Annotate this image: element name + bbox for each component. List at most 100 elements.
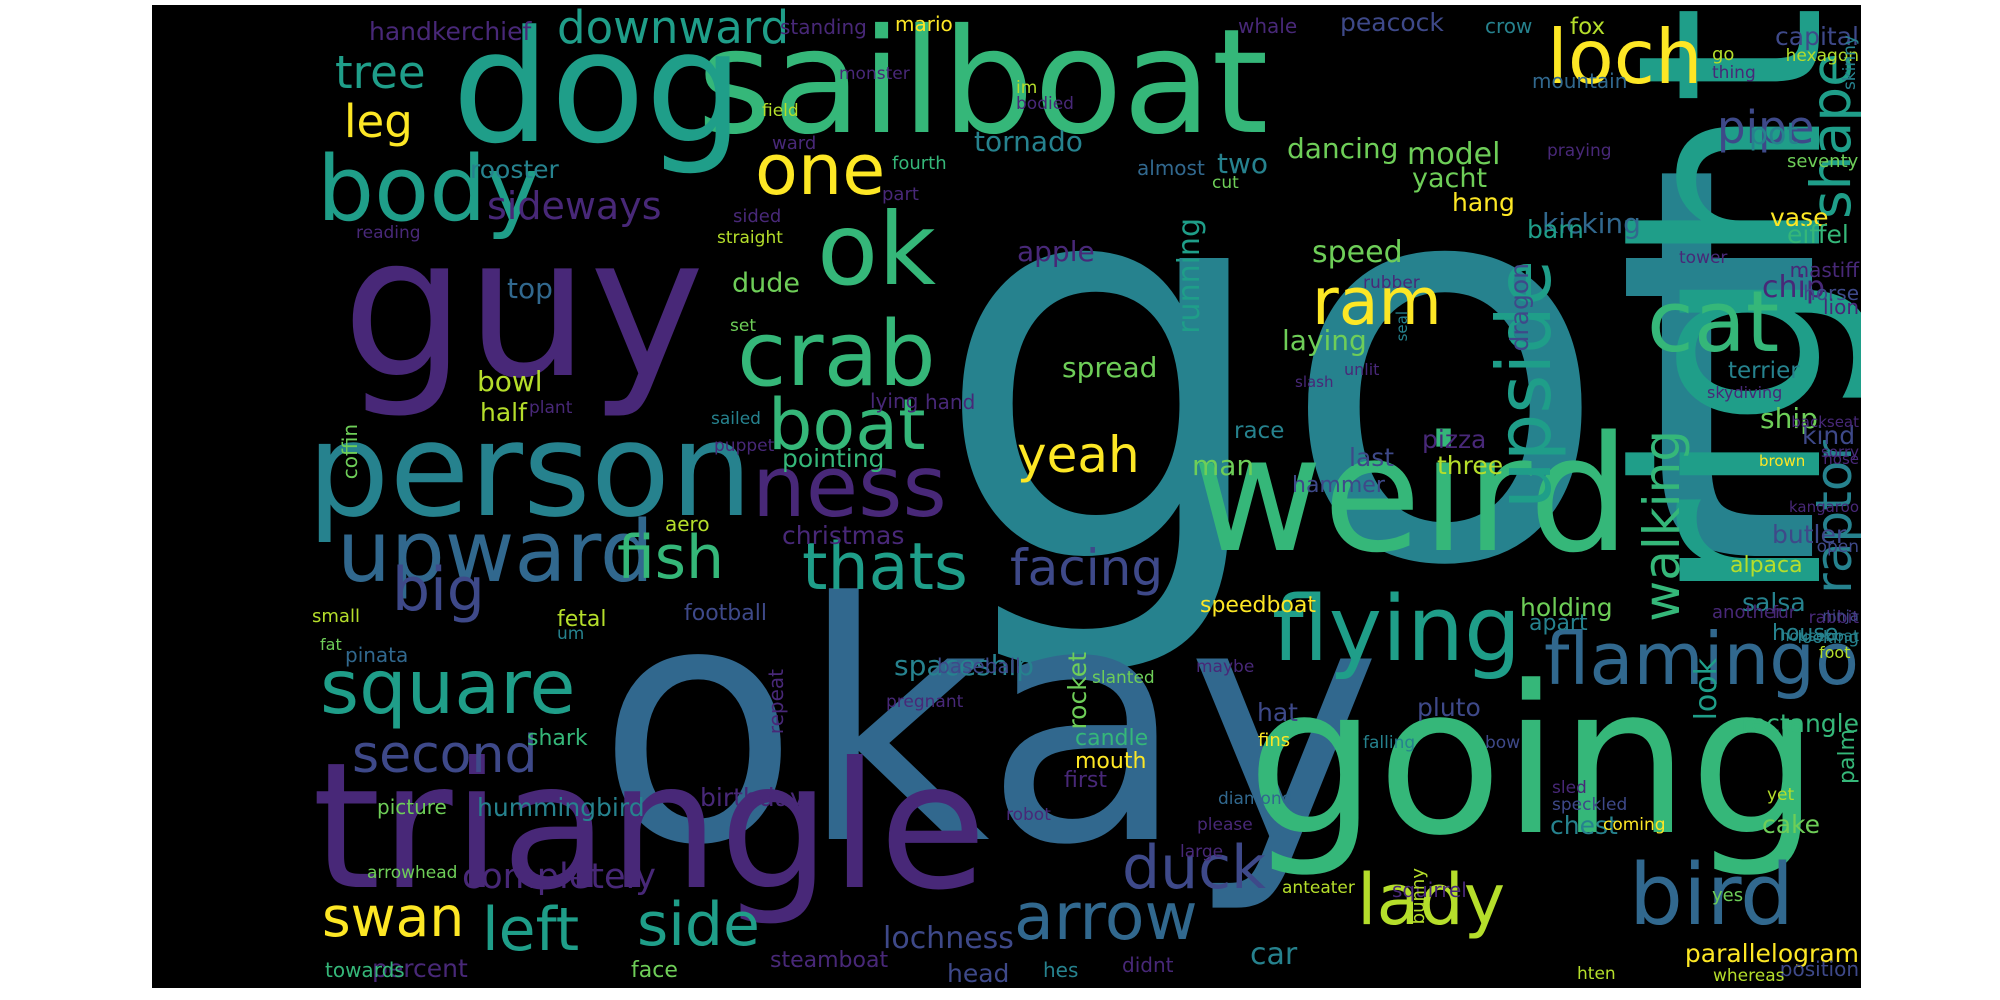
word-straight: straight [717, 228, 783, 248]
word-okay: okay [597, 533, 1382, 917]
word-fins: fins [1258, 730, 1291, 751]
word-shark: shark [527, 726, 588, 751]
word-yet: yet [1767, 785, 1795, 805]
word-thats: thats [802, 530, 968, 605]
word-diamond: diamond [1218, 789, 1293, 809]
word-arrow: arrow [1014, 880, 1198, 955]
word-large: large [1180, 842, 1224, 862]
word-weird: weird [1192, 401, 1631, 588]
word-backseat: backseat [1791, 413, 1859, 431]
word-baseball: baseball [937, 654, 1021, 678]
word-bunny: bunny [1408, 868, 1429, 925]
word-sled: sled [1552, 778, 1587, 798]
word-kangaroo: kangaroo [1788, 498, 1859, 516]
word-mario: mario [895, 12, 953, 36]
word-open: open [1816, 537, 1859, 557]
word-palm: palm [1835, 729, 1860, 784]
word-triangle: triangle [312, 726, 987, 929]
word-coming: coming [1603, 815, 1666, 835]
word-hten: hten [1577, 964, 1616, 984]
word-pinata: pinata [345, 643, 409, 667]
word-dog: dog [452, 5, 744, 178]
word-hand: hand [925, 390, 976, 414]
word-ok: ok [817, 191, 937, 308]
word-walking: walking [1633, 430, 1691, 622]
word-alpaca: alpaca [1730, 553, 1803, 578]
word-flying: flying [1272, 577, 1522, 682]
word-ship: ship [1760, 402, 1818, 435]
word-anteater: anteater [1282, 878, 1355, 898]
word-bow: bow [1485, 733, 1521, 753]
word-apple: apple [1017, 235, 1095, 268]
word-thing: thing [1712, 63, 1756, 83]
word-repeat: repeat [764, 669, 788, 735]
word-speed: speed [1312, 235, 1403, 270]
word-hes: hes [1043, 958, 1079, 982]
word-steamboat: steamboat [770, 948, 889, 973]
word-plant: plant [529, 398, 573, 418]
word-laying: laying [1282, 324, 1367, 357]
word-barn: barn [1527, 215, 1584, 244]
word-holding: holding [1520, 593, 1613, 622]
word-vase: vase [1770, 203, 1829, 232]
word-football: football [684, 601, 767, 626]
word-sided: sided [733, 206, 782, 227]
word-guy: guy [342, 194, 705, 421]
word-three: three [1437, 451, 1504, 480]
word-parallelogram: parallelogram [1684, 939, 1859, 968]
word-pizza: pizza [1422, 425, 1487, 454]
word-kicking: kicking [1542, 207, 1641, 240]
word-hexagon: hexagon [1785, 46, 1859, 66]
word-seventy: seventy [1787, 151, 1859, 172]
word-looking: looking [1797, 628, 1859, 648]
word-pregnant: pregnant [886, 692, 964, 712]
word-bird: bird [1629, 846, 1794, 945]
word-rubber: rubber [1363, 273, 1420, 293]
word-handkerchief: handkerchief [369, 17, 532, 46]
word-horse: horse [1803, 281, 1859, 305]
word-cake: cake [1762, 810, 1821, 839]
word-seal: seal [1393, 311, 1411, 342]
word-peacock: peacock [1340, 8, 1444, 37]
word-set: set [730, 316, 756, 336]
word-man: man [1192, 449, 1255, 482]
word-tornado: tornado [974, 125, 1083, 158]
word-top: top [507, 272, 553, 305]
word-falling: falling [1363, 733, 1416, 753]
word-go: go [1712, 44, 1735, 65]
word-part: part [882, 184, 919, 205]
word-foot: foot [1819, 643, 1851, 662]
word-fat: fat [320, 635, 342, 654]
word-second: second [352, 725, 538, 785]
word-didnt: didnt [1122, 953, 1174, 977]
word-skydiving: skydiving [1707, 383, 1783, 402]
word-picture: picture [377, 795, 447, 819]
word-um: um [557, 624, 585, 644]
word-leg: leg [344, 95, 413, 148]
word-completely: completely [462, 857, 656, 897]
word-please: please [1197, 815, 1253, 835]
word-ram: ram [1312, 265, 1442, 340]
word-candle: candle [1075, 726, 1149, 751]
word-mouth: mouth [1075, 749, 1147, 774]
word-duck: duck [1122, 833, 1266, 903]
word-arrowhead: arrowhead [367, 863, 458, 883]
word-skinny: skinny [1840, 35, 1860, 91]
word-square: square [320, 643, 576, 731]
word-loch: loch [1547, 13, 1703, 101]
word-towards: towards [325, 958, 405, 982]
word-facing: facing [1010, 539, 1164, 597]
word-lady: lady [1357, 859, 1506, 941]
word-eiffel: eiffel [1787, 220, 1849, 249]
word-salsa: salsa [1742, 588, 1806, 617]
word-cut: cut [1212, 173, 1239, 193]
word-crab: crab [737, 302, 936, 407]
word-aero: aero [665, 512, 710, 536]
word-fourth: fourth [892, 153, 947, 174]
word-ness: ness [752, 438, 947, 537]
word-race: race [1234, 418, 1285, 444]
word-almost: almost [1137, 156, 1205, 180]
word-capital: capital [1775, 22, 1859, 51]
word-flamingo: flamingo [1544, 617, 1859, 701]
word-yeah: yeah [1017, 426, 1140, 484]
